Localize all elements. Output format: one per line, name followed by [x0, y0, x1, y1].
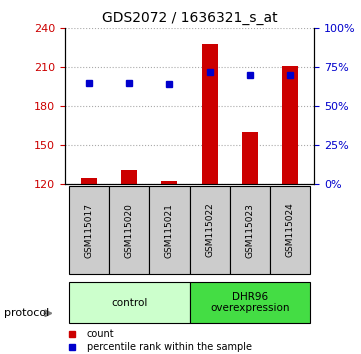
FancyBboxPatch shape — [109, 186, 149, 274]
FancyBboxPatch shape — [69, 282, 190, 324]
Bar — [161, 182, 178, 184]
FancyBboxPatch shape — [149, 186, 190, 274]
Bar — [282, 66, 298, 184]
Text: GSM115024: GSM115024 — [286, 203, 295, 257]
Text: GSM115020: GSM115020 — [125, 202, 134, 258]
Bar — [121, 170, 137, 184]
FancyBboxPatch shape — [69, 186, 109, 274]
Text: count: count — [87, 329, 114, 339]
FancyBboxPatch shape — [190, 186, 230, 274]
Text: GSM115022: GSM115022 — [205, 203, 214, 257]
Bar — [201, 44, 218, 184]
FancyBboxPatch shape — [230, 186, 270, 274]
Text: control: control — [111, 298, 147, 308]
Bar — [242, 132, 258, 184]
Text: DHR96
overexpression: DHR96 overexpression — [210, 292, 290, 314]
Bar — [81, 178, 97, 184]
Text: GSM115017: GSM115017 — [84, 202, 93, 258]
Text: GSM115023: GSM115023 — [245, 202, 254, 258]
Text: protocol: protocol — [4, 308, 49, 318]
Text: GSM115021: GSM115021 — [165, 202, 174, 258]
Text: percentile rank within the sample: percentile rank within the sample — [87, 342, 252, 352]
FancyBboxPatch shape — [270, 186, 310, 274]
Title: GDS2072 / 1636321_s_at: GDS2072 / 1636321_s_at — [102, 11, 277, 24]
FancyBboxPatch shape — [190, 282, 310, 324]
